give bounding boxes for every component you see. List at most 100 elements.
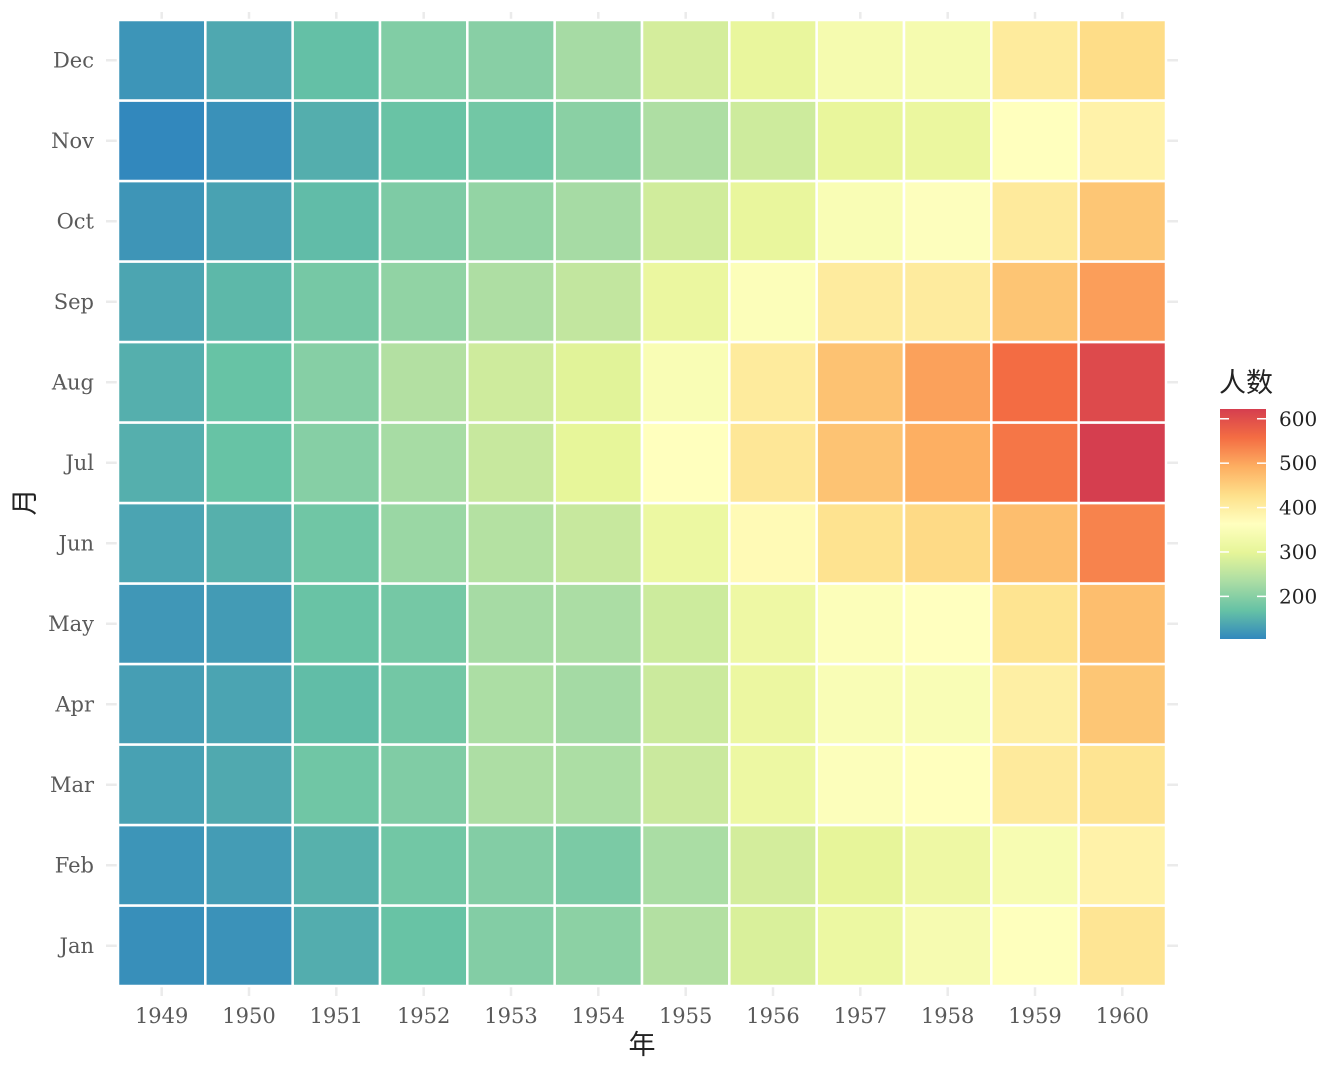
- heatmap-cell-apr-1949: [116, 662, 207, 746]
- heatmap-cell-feb-1957: [815, 823, 906, 907]
- heatmap-cell-aug-1950: [204, 340, 294, 424]
- heatmap-cell-jul-1951: [291, 421, 382, 505]
- heatmap-cell-jun-1957: [815, 501, 906, 585]
- heatmap-cell-jun-1959: [990, 501, 1080, 585]
- colorbar-ticks: 200 300 400 500 600: [1220, 407, 1317, 608]
- heatmap-cell-mar-1949: [116, 743, 207, 827]
- heatmap-cell-nov-1955: [640, 99, 731, 183]
- heatmap-cell-jul-1956: [728, 421, 818, 505]
- heatmap-cell-dec-1950: [204, 18, 294, 102]
- heatmap-cell-apr-1950: [204, 662, 294, 746]
- heatmap-cell-sep-1959: [990, 260, 1080, 344]
- heatmap-cell-dec-1959: [990, 18, 1080, 102]
- heatmap-cell-jul-1949: [116, 421, 207, 505]
- heatmap-cell-jul-1952: [378, 421, 469, 505]
- heatmap-cell-dec-1955: [640, 18, 731, 102]
- heatmap-cell-dec-1958: [902, 18, 993, 102]
- heatmap-cell-sep-1954: [553, 260, 644, 344]
- heatmap-cell-mar-1959: [990, 743, 1080, 827]
- heatmap-cell-oct-1960: [1077, 179, 1168, 263]
- colorbar-tick-label: 300: [1279, 540, 1317, 564]
- heatmap-cell-feb-1956: [728, 823, 818, 907]
- heatmap-cell-nov-1959: [990, 99, 1080, 183]
- x-tick-label: 1953: [484, 1004, 537, 1028]
- heatmap-cell-aug-1952: [378, 340, 469, 424]
- heatmap-cell-mar-1957: [815, 743, 906, 827]
- heatmap-cell-may-1952: [378, 582, 469, 666]
- x-tick-label: 1957: [834, 1004, 887, 1028]
- heatmap-cell-apr-1953: [466, 662, 556, 746]
- x-tick-label: 1952: [397, 1004, 450, 1028]
- heatmap-cell-sep-1957: [815, 260, 906, 344]
- heatmap-cell-feb-1950: [204, 823, 294, 907]
- heatmap-cell-apr-1956: [728, 662, 818, 746]
- heatmap-cell-apr-1952: [378, 662, 469, 746]
- heatmap-cell-sep-1951: [291, 260, 382, 344]
- y-axis-title: 月: [10, 489, 41, 516]
- heatmap-cell-apr-1957: [815, 662, 906, 746]
- heatmap-cell-dec-1949: [116, 18, 207, 102]
- heatmap-cell-may-1959: [990, 582, 1080, 666]
- heatmap-cell-dec-1954: [553, 18, 644, 102]
- heatmap-cell-nov-1960: [1077, 99, 1168, 183]
- colorbar-tick-label: 500: [1279, 451, 1317, 475]
- heatmap-cell-oct-1957: [815, 179, 906, 263]
- heatmap-cell-apr-1951: [291, 662, 382, 746]
- heatmap-cell-jan-1950: [204, 904, 294, 988]
- x-tick-label: 1960: [1096, 1004, 1149, 1028]
- x-tick-label: 1955: [659, 1004, 712, 1028]
- heatmap-cell-aug-1953: [466, 340, 556, 424]
- y-tick-label: Nov: [51, 129, 94, 153]
- heatmap-cell-oct-1950: [204, 179, 294, 263]
- heatmap-cell-may-1954: [553, 582, 644, 666]
- heatmap-cell-may-1957: [815, 582, 906, 666]
- heatmap-cell-nov-1952: [378, 99, 469, 183]
- heatmap-cell-nov-1949: [116, 99, 207, 183]
- heatmap-cell-jan-1956: [728, 904, 818, 988]
- x-tick-label: 1950: [222, 1004, 275, 1028]
- heatmap-cell-feb-1954: [553, 823, 644, 907]
- y-tick-label: Oct: [57, 209, 95, 233]
- heatmap-cell-apr-1958: [902, 662, 993, 746]
- heatmap-cell-sep-1953: [466, 260, 556, 344]
- heatmap-cell-feb-1952: [378, 823, 469, 907]
- y-tick-label: Feb: [55, 853, 94, 877]
- heatmap-cell-jan-1960: [1077, 904, 1168, 988]
- heatmap-cell-nov-1951: [291, 99, 382, 183]
- x-tick-label: 1958: [921, 1004, 974, 1028]
- heatmap-cell-jun-1955: [640, 501, 731, 585]
- heatmap-cell-feb-1958: [902, 823, 993, 907]
- heatmap-cell-apr-1954: [553, 662, 644, 746]
- y-tick-label: Jul: [63, 451, 94, 475]
- heatmap-cell-mar-1952: [378, 743, 469, 827]
- heatmap-cell-aug-1954: [553, 340, 644, 424]
- heatmap-cell-dec-1951: [291, 18, 382, 102]
- heatmap-cell-sep-1952: [378, 260, 469, 344]
- heatmap-cell-mar-1951: [291, 743, 382, 827]
- heatmap-cell-jul-1954: [553, 421, 644, 505]
- heatmap-cell-oct-1953: [466, 179, 556, 263]
- heatmap-cell-jul-1959: [990, 421, 1080, 505]
- heatmap-cell-mar-1960: [1077, 743, 1168, 827]
- y-tick-label: Sep: [54, 290, 94, 314]
- heatmap-cell-feb-1951: [291, 823, 382, 907]
- heatmap-cell-jan-1959: [990, 904, 1080, 988]
- y-tick-label: Aug: [51, 370, 94, 394]
- x-tick-label: 1951: [310, 1004, 363, 1028]
- y-tick-label: Jan: [58, 934, 94, 958]
- color-legend: 人数 200 300 400 500 600: [1219, 368, 1317, 639]
- heatmap-cell-mar-1958: [902, 743, 993, 827]
- heatmap-cell-sep-1960: [1077, 260, 1168, 344]
- heatmap-cell-aug-1957: [815, 340, 906, 424]
- heatmap-cells: [116, 18, 1168, 988]
- heatmap-cell-mar-1953: [466, 743, 556, 827]
- heatmap-cell-aug-1959: [990, 340, 1080, 424]
- heatmap-cell-jul-1957: [815, 421, 906, 505]
- heatmap-cell-jul-1953: [466, 421, 556, 505]
- heatmap-cell-oct-1949: [116, 179, 207, 263]
- heatmap-cell-feb-1960: [1077, 823, 1168, 907]
- heatmap-cell-may-1953: [466, 582, 556, 666]
- heatmap-cell-jun-1951: [291, 501, 382, 585]
- heatmap-cell-mar-1954: [553, 743, 644, 827]
